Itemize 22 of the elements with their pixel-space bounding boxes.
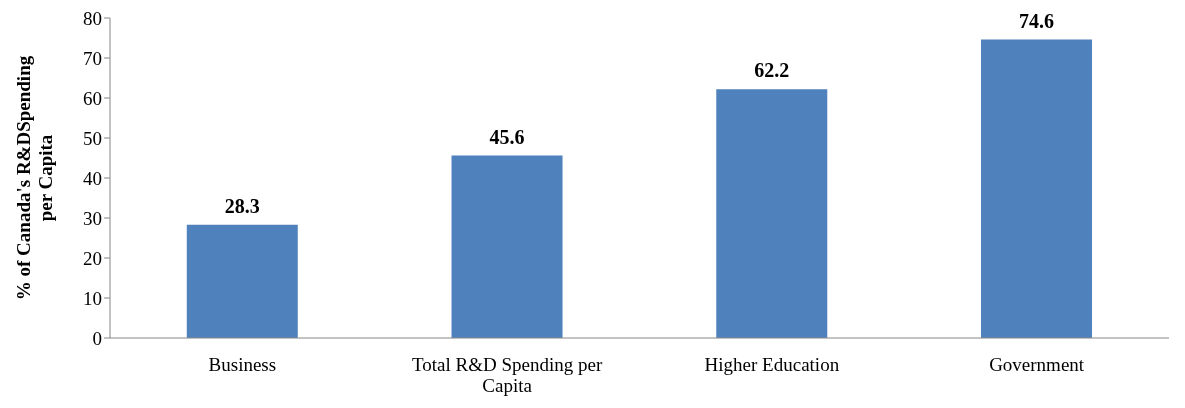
y-axis-title: % of Canada's R&DSpending per Capita [13, 55, 56, 301]
y-tick-label: 10 [83, 287, 102, 309]
y-tick-label: 50 [83, 127, 102, 149]
data-label: 45.6 [489, 125, 525, 148]
data-label: 62.2 [754, 59, 790, 82]
y-tick-label: 40 [83, 167, 102, 189]
x-tick-label: Total R&D Spending per Capita [412, 354, 603, 396]
y-tick-label: 0 [92, 327, 102, 349]
y-tick-label: 80 [83, 7, 102, 29]
x-tick-label: Government [989, 354, 1085, 376]
y-tick-label: 60 [83, 87, 102, 109]
bar [981, 39, 1093, 338]
data-label: 28.3 [224, 194, 260, 217]
bar [186, 224, 298, 338]
y-tick-label: 70 [83, 47, 102, 69]
x-tick-label: Higher Education [704, 354, 840, 376]
y-tick-label: 20 [83, 247, 102, 269]
bar [451, 155, 563, 338]
data-label: 74.6 [1019, 9, 1055, 32]
y-tick-label: 30 [83, 207, 102, 229]
x-tick-label: Business [208, 354, 277, 376]
bar [716, 89, 828, 338]
